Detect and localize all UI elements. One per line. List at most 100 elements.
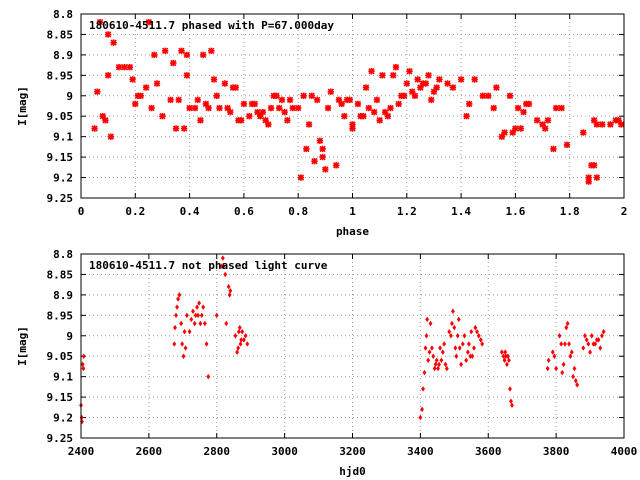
unphased-data-point [509,398,513,404]
phased-data-point [409,88,416,95]
unphased-data-point [601,328,606,335]
phased-data-point [563,141,571,149]
unphased-data-point [442,341,447,347]
unphased-data-point [433,361,438,368]
phased-data-point [281,108,288,116]
phased-data-point [471,76,478,83]
phased-data-point [585,178,592,185]
phased-data-point [493,84,500,91]
phased-data-point [145,18,153,26]
unphased-data-point [179,320,184,327]
unphased-data-point [460,341,465,347]
phased-data-point [202,100,210,108]
phased-y-tick-label: 9.2 [53,172,73,185]
phased-data-point [191,104,199,112]
unphased-light-curve-plot: 2400 2600 2800 3000 3200 3400 3600 3800 4000 8.8 8… [16,248,637,478]
unphased-data-point [593,341,598,347]
phased-data-point [403,80,410,87]
phased-data-point [338,100,345,108]
unphased-data-point [430,345,434,351]
unphased-data-point [573,378,578,384]
unphased-data-point [182,328,187,335]
unphased-data-point [456,316,461,323]
phased-data-point [449,84,457,91]
phased-data-point [180,125,188,132]
unphased-data-point [581,345,586,351]
phased-data-point [373,96,381,104]
unphased-data-point [454,353,459,359]
unphased-data-point [561,361,566,368]
phased-x-tick-label: 1.8 [560,205,580,218]
phased-y-tick-label: 9.05 [47,110,74,123]
unphased-data-point [204,341,209,347]
phased-data-point [183,51,191,59]
unphased-data-point [449,333,453,339]
phased-data-point [400,92,408,99]
phased-y-tick-label: 8.85 [47,28,74,41]
unphased-data-point [450,320,454,327]
phased-data-point [289,104,296,112]
unphased-data-point [431,353,436,359]
phased-data-points [91,18,625,185]
unphased-y-tick-label: 8.85 [47,268,74,281]
unphased-data-point [560,369,565,376]
phased-data-point [552,104,560,112]
phased-data-point [417,84,424,91]
unphased-data-point [235,349,240,355]
unphased-data-point [245,341,250,347]
unphased-data-point [427,349,432,355]
unphased-data-point [586,341,591,347]
phased-data-point [316,137,324,144]
phased-data-point [395,100,402,108]
phased-data-point [115,63,123,71]
unphased-data-point [575,382,580,388]
unphased-x-tick-label: 3600 [475,445,502,458]
unphased-y-tick-label: 9.1 [53,371,73,384]
phased-data-point [381,108,389,116]
phased-data-point [221,80,229,87]
phased-data-point [194,96,201,104]
unphased-data-point [236,345,241,351]
unphased-data-point [508,386,512,392]
phased-data-point [311,158,318,165]
unphased-data-point [438,345,442,351]
unphased-data-point [228,288,233,294]
phased-data-point [349,121,356,128]
unphased-data-point [464,357,469,364]
phased-data-point [161,47,169,54]
unphased-data-point [572,365,577,372]
unphased-data-point [240,328,245,335]
phased-data-point [618,121,625,128]
unphased-data-point [459,361,464,368]
unphased-y-tick-label: 8.95 [47,309,74,322]
unphased-x-tick-label: 3000 [271,445,298,458]
phased-data-point [490,104,497,112]
phased-data-point [590,162,598,169]
phased-data-point [132,100,139,108]
unphased-data-point [584,337,589,343]
unphased-plot-frame [80,253,625,439]
unphased-data-point [503,349,508,355]
phased-data-point [590,117,598,124]
unphased-x-tick-label: 2600 [136,445,163,458]
unphased-data-point [80,361,85,368]
phased-data-point [210,76,218,83]
phased-data-point [436,76,443,83]
phased-data-point [286,96,294,104]
phased-data-point [254,108,261,116]
phased-data-point [227,108,234,116]
phased-data-point [232,84,239,91]
phased-data-point [479,92,487,99]
unphased-data-point [550,349,555,355]
unphased-data-point [191,308,195,314]
phased-data-point [319,153,326,161]
phased-data-point [422,80,430,87]
unphased-data-point [434,357,439,364]
phased-data-point [324,104,332,112]
phased-data-point [172,125,180,132]
phased-data-point [295,104,302,112]
phased-data-point [303,145,310,153]
phased-data-point [159,113,166,120]
